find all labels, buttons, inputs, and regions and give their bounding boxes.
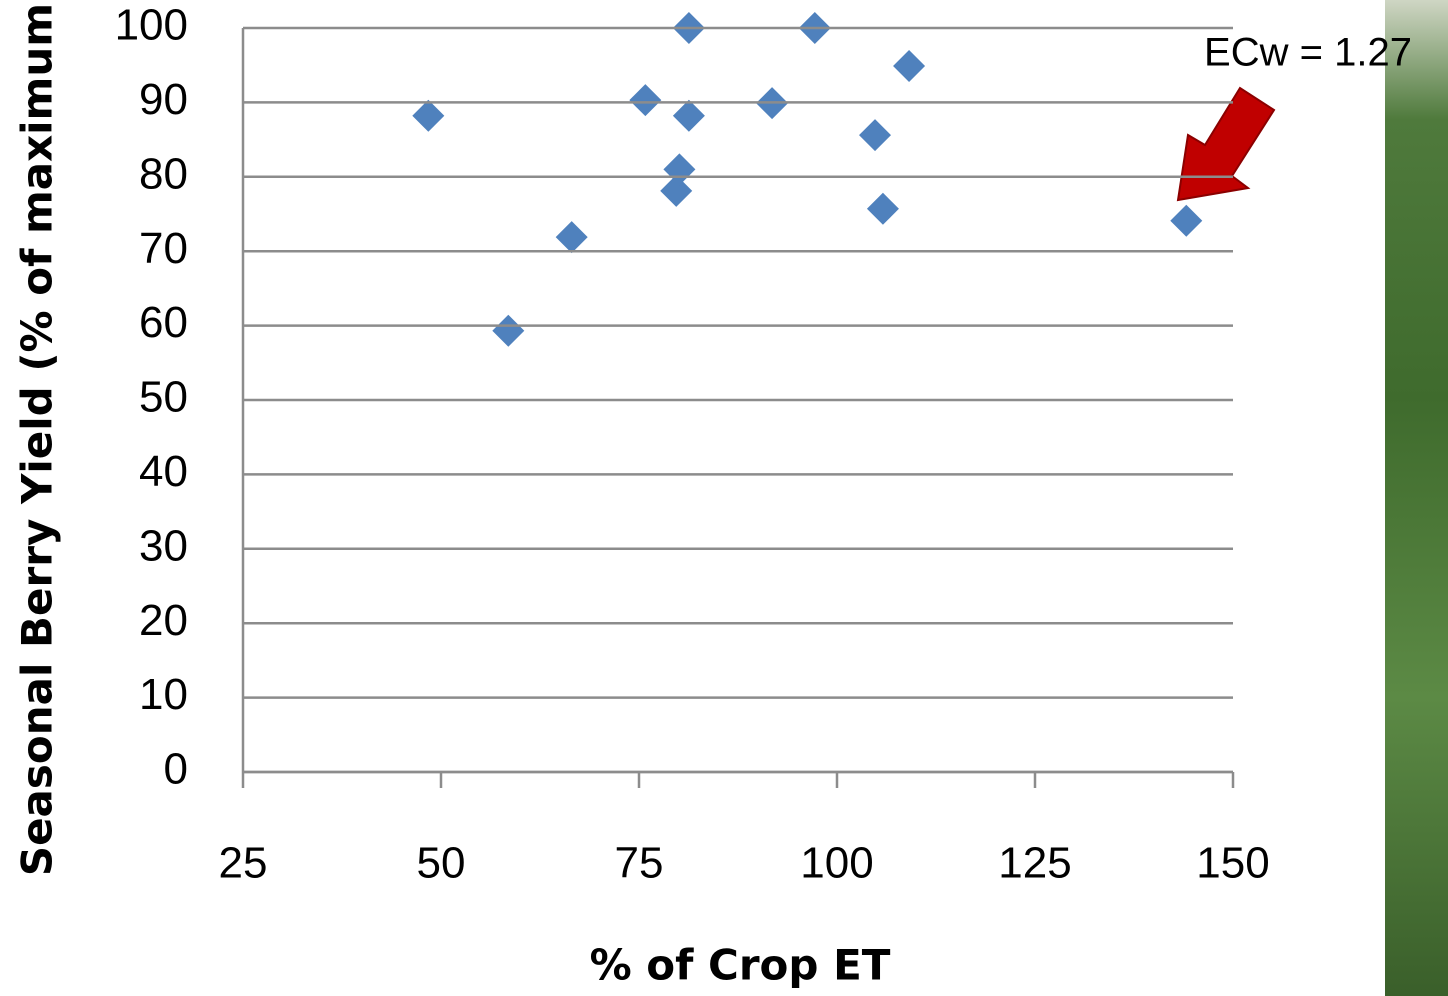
y-tick-label: 80 [139,149,188,198]
y-tick-label: 40 [139,447,188,496]
point [412,99,445,132]
y-tick-label: 60 [139,298,188,347]
y-tick-label: 90 [139,75,188,124]
background-photo [1385,0,1448,996]
x-tick-label: 50 [417,839,466,888]
x-tick-label: 100 [800,839,873,888]
x-tick-label: 125 [998,839,1071,888]
point [663,153,696,186]
point [492,314,525,347]
y-tick-label: 20 [139,596,188,645]
x-tick-label: 25 [219,839,268,888]
y-tick-label: 100 [115,1,188,50]
point [629,84,662,117]
y-tick-label: 70 [139,224,188,273]
annotation: ECw = 1.27 [1204,31,1412,75]
point [1170,204,1203,237]
point [672,99,705,132]
point [859,119,892,152]
point [555,221,588,254]
x-tick-label: 150 [1196,839,1269,888]
y-axis-title: Seasonal Berry Yield (% of maximum) [13,0,62,876]
point [893,49,926,82]
y-tick-label: 50 [139,373,188,422]
point [866,192,899,225]
x-axis-title: % of Crop ET [590,941,891,990]
point [660,174,693,207]
y-tick-label: 0 [164,745,188,794]
x-tick-label: 75 [615,839,664,888]
annotation-arrow [1176,86,1276,202]
y-tick-label: 10 [139,670,188,719]
y-tick-label: 30 [139,521,188,570]
